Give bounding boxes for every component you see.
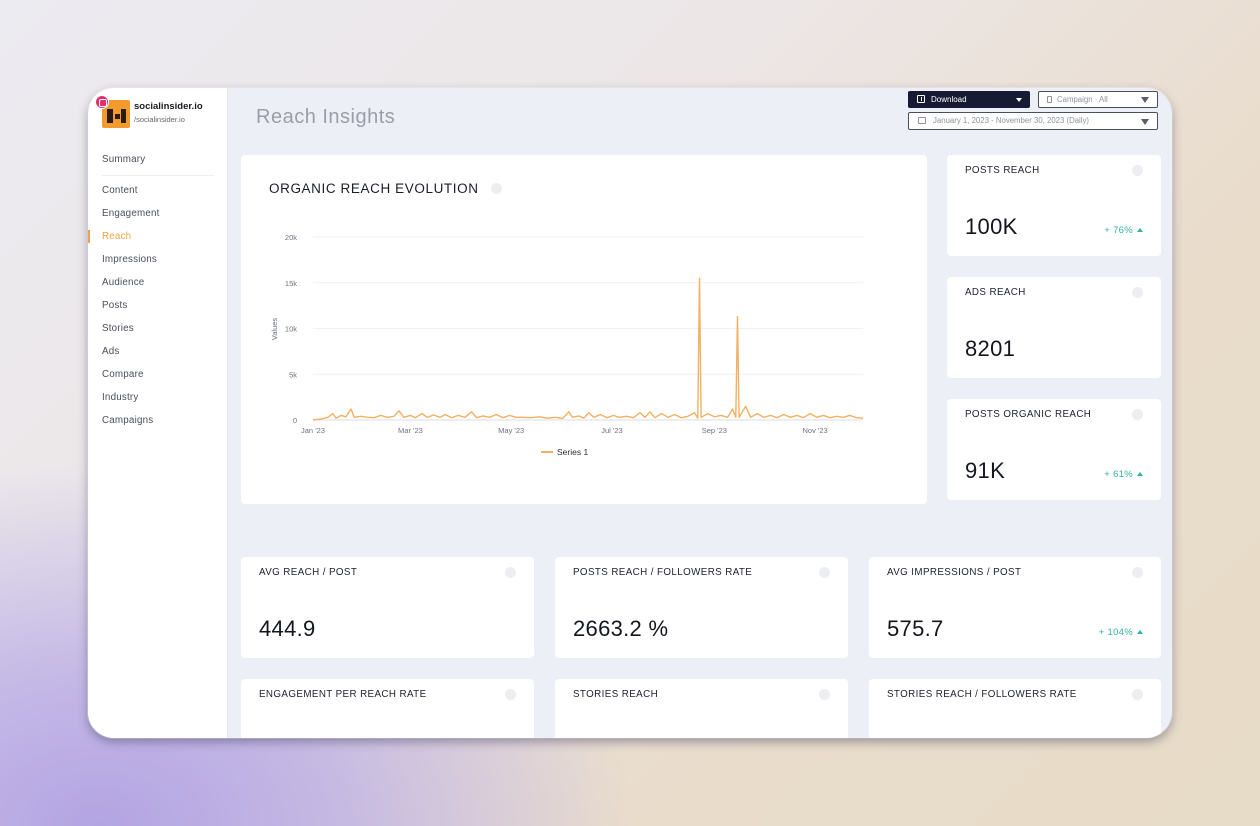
date-range-value: January 1, 2023 - November 30, 2023 (Dai… (933, 116, 1090, 125)
info-icon[interactable] (819, 689, 830, 700)
info-icon[interactable] (505, 689, 516, 700)
info-icon[interactable] (1132, 409, 1143, 420)
metric-title: AVG IMPRESSIONS / POST (887, 567, 1022, 578)
change-text: + 76% (1104, 225, 1133, 236)
sidebar-item-engagement[interactable]: Engagement (102, 208, 160, 219)
calendar-icon (918, 117, 926, 124)
sidebar-item-compare[interactable]: Compare (102, 369, 144, 380)
download-icon (917, 95, 925, 103)
x-tick-label: Jul '23 (601, 426, 622, 435)
metric-title: STORIES REACH / FOLLOWERS RATE (887, 689, 1077, 700)
sidebar-item-ads[interactable]: Ads (102, 346, 120, 357)
sidebar-item-stories[interactable]: Stories (102, 323, 134, 334)
series-line (312, 277, 864, 421)
arrow-up-icon (1137, 228, 1143, 232)
metric-title: AVG REACH / POST (259, 567, 358, 578)
nav-divider (102, 175, 214, 176)
y-tick-label: 5k (289, 370, 297, 379)
instagram-icon (95, 95, 109, 109)
sidebar-item-industry[interactable]: Industry (102, 392, 139, 403)
info-icon[interactable] (491, 183, 502, 194)
metric-change: + 61% (1104, 469, 1143, 480)
download-button-label: Download (931, 95, 967, 104)
profile-name: socialinsider.io (134, 101, 203, 112)
sidebar-item-impressions[interactable]: Impressions (102, 254, 158, 265)
download-button[interactable]: Download (908, 91, 1030, 108)
sidebar-item-content[interactable]: Content (102, 185, 138, 196)
metric-change: + 76% (1104, 225, 1143, 236)
sidebar-item-campaigns[interactable]: Campaigns (102, 415, 154, 426)
stories-reach-followers-rate-card: STORIES REACH / FOLLOWERS RATE (869, 679, 1161, 738)
metric-change: + 104% (1099, 627, 1143, 638)
metric-value: 8201 (965, 336, 1016, 361)
x-tick-label: Nov '23 (803, 426, 828, 435)
posts-reach-card: POSTS REACH 100K + 76% (947, 155, 1161, 256)
avg-impressions-post-card: AVG IMPRESSIONS / POST 575.7 + 104% (869, 557, 1161, 658)
metric-value: 575.7 (887, 616, 944, 641)
metric-value: 91K (965, 458, 1006, 483)
profile-handle: /socialinsider.io (134, 115, 185, 124)
y-tick-label: 10k (285, 325, 297, 334)
y-axis-label: Values (270, 318, 279, 341)
change-text: + 61% (1104, 469, 1133, 480)
profile-header[interactable]: socialinsider.io /socialinsider.io (95, 95, 226, 130)
metric-title: POSTS REACH / FOLLOWERS RATE (573, 567, 753, 578)
metric-title: POSTS ORGANIC REACH (965, 409, 1092, 420)
app-window: socialinsider.io /socialinsider.io Summa… (88, 88, 1172, 738)
y-tick-label: 20k (285, 233, 297, 242)
metric-value: 100K (965, 214, 1018, 239)
campaign-icon (1047, 96, 1052, 103)
ads-reach-card: ADS REACH 8201 (947, 277, 1161, 378)
sidebar-nav: Summary Content Engagement Reach Impress… (88, 148, 228, 432)
y-tick-label: 0 (293, 416, 297, 425)
chart-title: ORGANIC REACH EVOLUTION (269, 181, 479, 196)
sidebar-item-summary[interactable]: Summary (102, 154, 146, 165)
info-icon[interactable] (1132, 689, 1143, 700)
metric-title: POSTS REACH (965, 165, 1040, 176)
avg-reach-post-card: AVG REACH / POST 444.9 (241, 557, 534, 658)
metric-title: ENGAGEMENT PER REACH RATE (259, 689, 427, 700)
x-tick-label: Jan '23 (301, 426, 325, 435)
metric-title: STORIES REACH (573, 689, 659, 700)
dropdown-arrow-icon (1141, 119, 1149, 125)
stories-reach-card: STORIES REACH (555, 679, 848, 738)
posts-reach-followers-rate-card: POSTS REACH / FOLLOWERS RATE 2663.2 % (555, 557, 848, 658)
date-range-select[interactable]: January 1, 2023 - November 30, 2023 (Dai… (908, 112, 1158, 130)
page-title: Reach Insights (256, 106, 396, 128)
sidebar-item-audience[interactable]: Audience (102, 277, 145, 288)
legend-label: Series 1 (557, 447, 588, 457)
chevron-down-icon (1016, 98, 1022, 102)
metric-title: ADS REACH (965, 287, 1026, 298)
info-icon[interactable] (819, 567, 830, 578)
dropdown-arrow-icon (1141, 97, 1149, 103)
organic-reach-chart-card: ORGANIC REACH EVOLUTION 0 5k 10k 15k 20k Valu… (241, 155, 927, 504)
change-text: + 104% (1098, 627, 1133, 638)
sidebar-item-posts[interactable]: Posts (102, 300, 128, 311)
engagement-per-reach-rate-card: ENGAGEMENT PER REACH RATE (241, 679, 534, 738)
x-tick-label: May '23 (498, 426, 524, 435)
arrow-up-icon (1137, 630, 1143, 634)
sidebar-item-reach[interactable]: Reach (88, 225, 228, 248)
posts-organic-reach-card: POSTS ORGANIC REACH 91K + 61% (947, 399, 1161, 500)
metric-value: 2663.2 % (573, 616, 669, 641)
reach-line-chart: 0 5k 10k 15k 20k Values Jan '23 Mar '23 May '23 J… (270, 233, 864, 457)
info-icon[interactable] (1132, 165, 1143, 176)
arrow-up-icon (1137, 472, 1143, 476)
x-tick-label: Sep '23 (702, 426, 727, 435)
info-icon[interactable] (1132, 287, 1143, 298)
sidebar: socialinsider.io /socialinsider.io Summa… (88, 88, 228, 738)
y-tick-label: 15k (285, 279, 297, 288)
metric-value: 444.9 (259, 616, 316, 641)
info-icon[interactable] (1132, 567, 1143, 578)
campaign-select-value: Campaign · All (1057, 95, 1108, 104)
x-tick-label: Mar '23 (398, 426, 423, 435)
info-icon[interactable] (505, 567, 516, 578)
campaign-select[interactable]: Campaign · All (1038, 91, 1158, 108)
